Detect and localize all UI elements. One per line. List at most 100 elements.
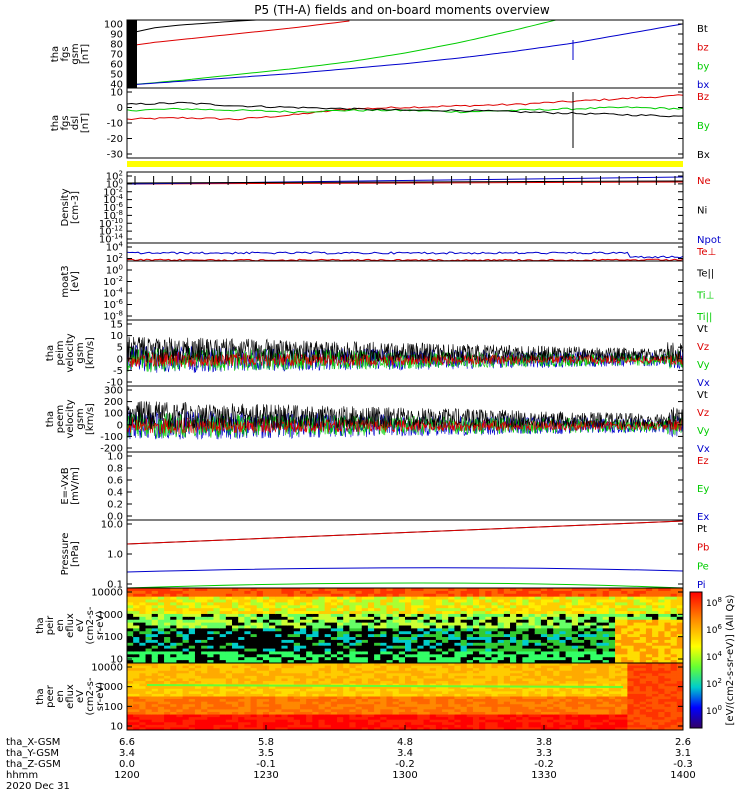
heatmap-cell [256, 673, 264, 677]
heatmap-cell [534, 599, 542, 604]
panel-plot-area [127, 588, 683, 663]
heatmap-cell [386, 688, 394, 692]
heatmap-cell [380, 660, 388, 663]
heatmap-cell [615, 657, 622, 661]
heatmap-cell [330, 599, 338, 604]
heatmap-cell [157, 719, 165, 723]
heatmap-cell [127, 704, 134, 708]
heatmap-cell [232, 660, 239, 663]
heatmap-cell [423, 673, 431, 677]
heatmap-cell [238, 639, 245, 644]
heatmap-cell [244, 651, 252, 655]
heatmap-cell [306, 670, 313, 674]
y-tick-label: -10 [107, 378, 123, 389]
heatmap-cell [584, 681, 591, 685]
heatmap-cell [615, 709, 622, 713]
heatmap-cell [621, 590, 628, 595]
heatmap-cell [287, 678, 295, 682]
heatmap-cell [417, 605, 425, 609]
heatmap-cell [164, 724, 171, 729]
heatmap-cell [479, 663, 486, 667]
heatmap-cell [139, 588, 147, 592]
heatmap-cell [151, 699, 159, 703]
heatmap-cell [318, 675, 326, 680]
y-axis-label: E=-VxB [60, 467, 71, 504]
heatmap-cell [299, 637, 307, 641]
heatmap-cell [225, 608, 233, 612]
heatmap-cell [127, 678, 134, 682]
heatmap-cell [565, 691, 573, 695]
legend-label: bx [697, 80, 709, 91]
heatmap-cell [213, 622, 221, 627]
heatmap-cell [386, 634, 394, 638]
heatmap-cell [157, 688, 165, 692]
heatmap-cell [664, 688, 672, 692]
heatmap-cell [485, 616, 493, 621]
heatmap-cell [442, 654, 449, 658]
heatmap-cell [608, 719, 616, 723]
heatmap-cell [485, 657, 493, 661]
heatmap-cell [639, 605, 647, 609]
heatmap-cell [306, 631, 313, 635]
heatmap-cell [343, 693, 350, 698]
heatmap-cell [435, 704, 443, 708]
heatmap-cell [596, 701, 604, 705]
heatmap-cell [188, 673, 196, 677]
heatmap-cell [343, 722, 350, 726]
heatmap-cell [571, 693, 579, 698]
heatmap-cell [232, 678, 239, 682]
heatmap-cell [584, 588, 591, 592]
heatmap-cell [627, 699, 635, 703]
heatmap-cell [312, 704, 320, 708]
heatmap-cell [547, 645, 554, 650]
heatmap-cell [658, 657, 666, 661]
heatmap-cell [281, 637, 289, 641]
heatmap-cell [658, 706, 666, 710]
heatmap-cell [497, 631, 505, 635]
heatmap-cell [170, 637, 178, 641]
heatmap-cell [608, 681, 616, 685]
heatmap-cell [343, 706, 350, 710]
heatmap-cell [534, 701, 542, 705]
heatmap-cell [516, 611, 523, 615]
legend-label: Pt [697, 524, 707, 535]
panel-plot-area [127, 663, 683, 730]
legend-label: Vx [697, 378, 710, 389]
heatmap-cell [639, 611, 647, 615]
heatmap-cell [157, 711, 165, 716]
heatmap-cell [238, 673, 245, 677]
heatmap-cell [435, 628, 443, 632]
heatmap-cell [454, 706, 462, 710]
heatmap-cell [170, 625, 178, 629]
heatmap-cell [670, 688, 678, 692]
heatmap-cell [540, 681, 548, 685]
heatmap-cell [386, 696, 394, 700]
heatmap-cell [219, 602, 227, 606]
heatmap-cell [269, 596, 276, 601]
heatmap-cell [590, 711, 598, 716]
heatmap-cell [405, 628, 412, 632]
heatmap-cell [164, 645, 171, 650]
heatmap-cell [479, 613, 486, 618]
heatmap-cell [491, 625, 499, 629]
y-tick-label: 80 [110, 40, 123, 51]
heatmap-cell [287, 691, 295, 695]
heatmap-cell [497, 663, 505, 667]
heatmap-cell [281, 596, 289, 601]
heatmap-cell [392, 608, 400, 612]
heatmap-cell [664, 596, 672, 601]
heatmap-cell [367, 675, 375, 680]
heatmap-cell [374, 686, 381, 690]
heatmap-cell [361, 625, 369, 629]
heatmap-cell [306, 637, 313, 641]
heatmap-cell [615, 683, 622, 687]
heatmap-cell [139, 706, 147, 710]
heatmap-cell [349, 696, 357, 700]
heatmap-cell [528, 631, 536, 635]
heatmap-cell [281, 613, 289, 618]
heatmap-cell [269, 605, 276, 609]
heatmap-cell [398, 599, 406, 604]
heatmap-cell [491, 631, 499, 635]
heatmap-cell [479, 688, 486, 692]
